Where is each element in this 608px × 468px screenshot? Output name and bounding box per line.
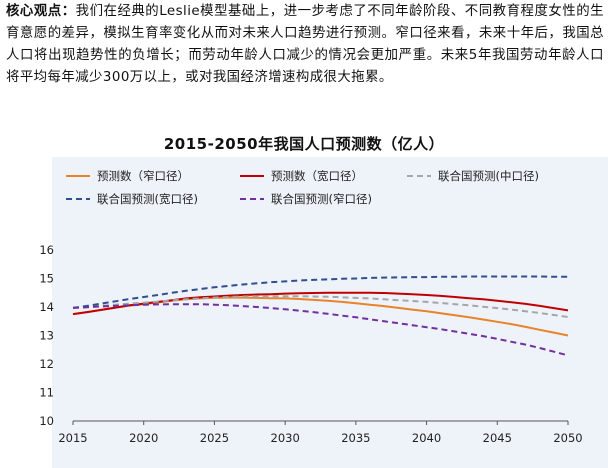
y-tick-label: 12 (39, 357, 54, 371)
series-line-3 (72, 295, 569, 318)
y-tick-label: 10 (39, 414, 54, 428)
y-tick-label: 15 (39, 272, 54, 286)
series-line-5 (72, 303, 569, 357)
x-tick-label: 2025 (200, 431, 229, 445)
x-tick-label: 2050 (553, 431, 582, 445)
summary-paragraph: 核心观点：我们在经典的Leslie模型基础上，进一步考虑了不同年龄阶段、不同教育… (6, 1, 604, 89)
axes: 2015 2020 2025 2030 2035 2040 2045 2050 10 11 12 13… (39, 243, 582, 445)
legend-label: 预测数（窄口径） (97, 169, 189, 183)
y-tick-label: 16 (39, 243, 54, 257)
x-tick-label: 2030 (271, 431, 300, 445)
x-tick-label: 2020 (129, 431, 158, 445)
legend-item: 联合国预测(窄口径) (240, 192, 372, 206)
legend-item: 联合国预测(宽口径) (66, 192, 198, 206)
plot-area-background (52, 157, 608, 468)
legend-item: 预测数（宽口径） (240, 169, 363, 183)
y-tick-label: 11 (39, 386, 54, 400)
series-line-4 (72, 275, 568, 309)
legend-item: 联合国预测(中口径) (407, 169, 539, 183)
legend-label: 联合国预测(窄口径) (271, 192, 372, 206)
series-lines (72, 275, 569, 357)
legend-label: 联合国预测(宽口径) (97, 192, 198, 206)
x-tick-label: 2035 (341, 431, 370, 445)
y-tick-label: 14 (39, 300, 54, 314)
legend-label: 联合国预测(中口径) (438, 169, 539, 183)
x-tick-label: 2015 (58, 431, 87, 445)
summary-text: 我们在经典的Leslie模型基础上，进一步考虑了不同年龄阶段、不同教育程度女性的… (6, 4, 604, 85)
legend-label: 预测数（宽口径） (271, 169, 363, 183)
legend-item: 预测数（窄口径） (66, 169, 189, 183)
chart-title: 2015-2050年我国人口预测数（亿人） (163, 135, 445, 153)
summary-lead: 核心观点： (6, 4, 76, 19)
x-tick-label: 2040 (412, 431, 441, 445)
y-tick-label: 13 (39, 329, 54, 343)
legend: 预测数（窄口径） 预测数（宽口径） 联合国预测(中口径) 联合国预测(宽口径) 联合国预… (66, 169, 539, 206)
x-tick-label: 2045 (483, 431, 512, 445)
